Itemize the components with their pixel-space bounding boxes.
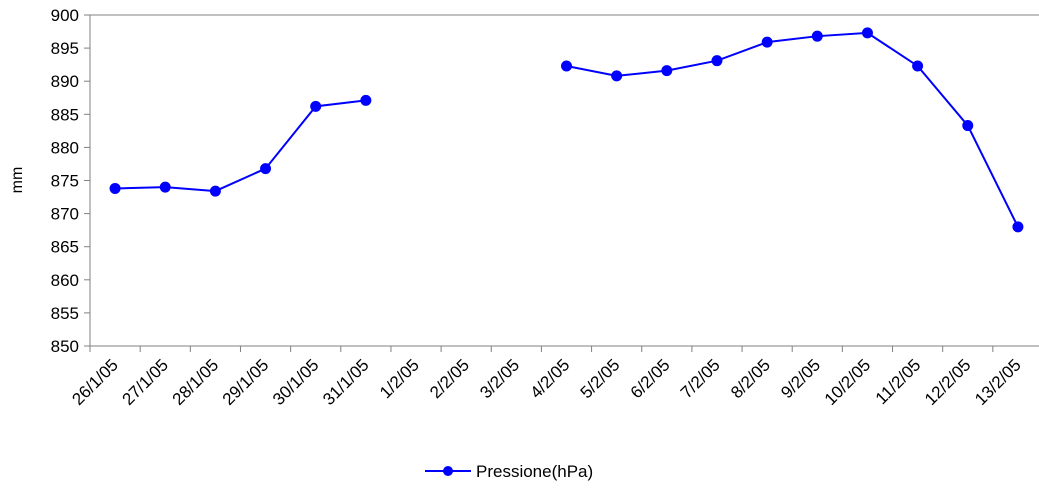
x-tick-label: 7/2/05 — [677, 355, 724, 402]
data-point — [811, 30, 823, 42]
data-point — [109, 182, 121, 194]
legend-label: Pressione(hPa) — [476, 462, 593, 481]
data-point — [159, 181, 171, 193]
y-axis-label: mm — [9, 167, 26, 194]
x-tick-label: 9/2/05 — [777, 355, 824, 402]
x-tick-label: 31/1/05 — [319, 355, 373, 409]
data-point — [209, 185, 221, 197]
y-tick-label: 860 — [51, 271, 79, 290]
data-point — [310, 100, 322, 112]
data-point — [561, 60, 572, 72]
series-line-segment — [566, 31, 1019, 228]
x-tick-label: 13/2/05 — [971, 355, 1025, 409]
x-tick-label: 3/2/05 — [476, 355, 523, 402]
x-tick-label: 29/1/05 — [219, 355, 273, 409]
y-tick-label: 890 — [51, 72, 79, 91]
data-point — [1012, 221, 1024, 233]
axis-layer: 850 855 860 865 870 875 880 885 890 895 900 26/1/05… — [51, 6, 1039, 409]
x-tick-label: 2/2/05 — [426, 355, 473, 402]
legend: Pressione(hPa) — [425, 462, 593, 481]
x-tick-label: 28/1/05 — [169, 355, 223, 409]
data-point — [912, 60, 924, 72]
y-tick-label: 855 — [51, 304, 79, 323]
x-tick-label: 6/2/05 — [627, 355, 674, 402]
y-tick-label: 875 — [51, 172, 79, 191]
series-layer — [109, 27, 1024, 233]
data-point — [260, 163, 272, 175]
y-tick-label: 870 — [51, 205, 79, 224]
x-tick-label: 26/1/05 — [68, 355, 122, 409]
x-tick-label: 4/2/05 — [526, 355, 573, 402]
data-point — [962, 120, 974, 132]
x-tick-label: 5/2/05 — [577, 355, 624, 402]
y-tick-label: 865 — [51, 238, 79, 257]
x-tick-label: 10/2/05 — [821, 355, 875, 409]
x-tick-label: 30/1/05 — [269, 355, 323, 409]
data-point — [661, 65, 673, 77]
y-tick-label: 850 — [51, 337, 79, 356]
data-point — [861, 27, 873, 39]
series-line-segment — [115, 99, 366, 193]
y-tick-label: 880 — [51, 138, 79, 157]
y-tick-label: 900 — [51, 6, 79, 25]
data-point — [761, 36, 773, 48]
legend-marker-swatch — [443, 466, 453, 476]
x-tick-label: 8/2/05 — [727, 355, 774, 402]
data-point — [711, 55, 723, 67]
x-tick-label: 12/2/05 — [921, 355, 975, 409]
data-point — [611, 70, 623, 82]
x-tick-label: 27/1/05 — [119, 355, 173, 409]
x-tick-label: 1/2/05 — [376, 355, 423, 402]
x-tick-label: 11/2/05 — [872, 355, 925, 408]
data-point — [360, 94, 372, 106]
y-tick-label: 885 — [51, 105, 79, 124]
y-tick-label: 895 — [51, 39, 79, 58]
